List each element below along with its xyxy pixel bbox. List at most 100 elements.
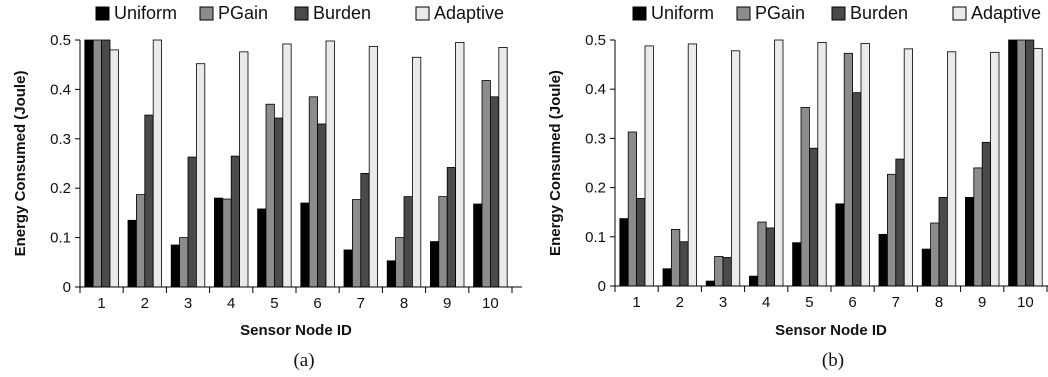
bar-burden-node-2 (679, 241, 689, 287)
bar-burden-node-7 (895, 158, 905, 287)
bar-uniform-node-5 (792, 242, 802, 287)
bar-uniform-node-8 (921, 248, 932, 287)
y-tick-label: 0.2 (50, 180, 71, 197)
x-tick-label: 5 (805, 294, 813, 311)
x-tick-label: 6 (848, 294, 856, 311)
bar-uniform-node-8 (386, 260, 397, 288)
bar-adaptive-node-1 (644, 45, 654, 287)
bar-burden-node-6 (852, 92, 862, 287)
x-tick-label: 10 (1017, 294, 1034, 311)
bar-uniform-node-6 (300, 202, 310, 288)
chart-panel-b: Uniform PGain Burden Adaptive 0 0.1 0.2 0.3 0.4 0… (547, 3, 1048, 371)
bar-adaptive-node-7 (903, 48, 914, 287)
bar-adaptive-node-5 (282, 43, 292, 288)
x-tick-label: 3 (719, 294, 727, 311)
bar-burden-node-3 (187, 156, 197, 288)
bar-adaptive-node-6 (860, 43, 870, 287)
legend-swatch-adaptive (952, 6, 967, 21)
bar-pgain-node-2 (135, 194, 146, 288)
y-axis-title: Energy Consumed (Joule) (12, 71, 29, 257)
bar-pgain-node-5 (265, 103, 275, 288)
bar-uniform-node-3 (170, 244, 180, 288)
bar-adaptive-node-8 (411, 56, 422, 288)
legend-label-burden: Burden (313, 3, 371, 23)
x-tick-label: 4 (762, 294, 770, 311)
bar-uniform-node-7 (878, 233, 888, 287)
bar-pgain-node-6 (843, 52, 854, 287)
legend-swatch-uniform (632, 6, 647, 21)
legend-label-adaptive: Adaptive (971, 3, 1041, 23)
bar-pgain-node-10 (1016, 39, 1026, 287)
bar-adaptive-node-7 (368, 46, 379, 288)
bar-pgain-node-7 (351, 199, 362, 288)
x-tick-label: 7 (892, 294, 900, 311)
x-axis-title: Sensor Node ID (775, 322, 887, 339)
y-tick-label: 0 (63, 279, 71, 296)
bar-adaptive-node-2 (152, 39, 162, 288)
x-tick-label: 1 (632, 294, 640, 311)
y-tick-label: 0.5 (50, 32, 71, 49)
bar-adaptive-node-8 (947, 51, 957, 287)
bar-adaptive-node-2 (687, 43, 698, 287)
y-tick-label: 0 (598, 278, 606, 295)
x-axis-title: Sensor Node ID (240, 322, 352, 339)
bar-adaptive-node-1 (109, 49, 119, 288)
bar-uniform-node-1 (619, 218, 629, 287)
bar-burden-node-10 (489, 96, 500, 288)
x-tick-label: 4 (227, 295, 235, 312)
x-tick-label: 1 (97, 295, 105, 312)
bar-pgain-node-8 (930, 222, 940, 287)
bar-adaptive-node-9 (455, 42, 465, 288)
x-tick-label: 8 (935, 294, 943, 311)
bar-burden-node-9 (446, 167, 457, 288)
y-axis-title: Energy Consumed (Joule) (547, 70, 564, 256)
y-tick-label: 0.4 (585, 81, 606, 98)
bar-pgain-node-3 (179, 237, 189, 288)
bar-adaptive-node-4 (774, 39, 784, 287)
x-tick-label: 10 (482, 295, 499, 312)
bar-adaptive-node-5 (817, 42, 827, 287)
bar-burden-node-4 (230, 155, 240, 288)
bar-burden-node-5 (809, 147, 819, 287)
bar-pgain-node-7 (887, 173, 897, 287)
bar-pgain-node-4 (757, 221, 767, 287)
x-tick-label: 3 (184, 295, 192, 312)
x-tick-label: 7 (357, 295, 365, 312)
x-tick-label: 9 (978, 294, 986, 311)
legend-swatch-pgain (736, 6, 751, 21)
bar-uniform-node-9 (965, 197, 975, 287)
legend-swatch-burden (831, 6, 846, 21)
x-tick-label: 6 (313, 295, 321, 312)
legend-label-uniform: Uniform (114, 3, 177, 23)
legend-swatch-uniform (95, 6, 110, 21)
bar-adaptive-node-3 (195, 63, 206, 288)
y-tick-label: 0.1 (585, 229, 606, 246)
legend-swatch-adaptive (415, 6, 430, 21)
bar-uniform-node-4 (749, 275, 759, 287)
bar-uniform-node-10 (473, 203, 483, 288)
bar-pgain-node-3 (714, 256, 724, 287)
bar-pgain-node-2 (671, 229, 681, 287)
bar-burden-node-5 (273, 117, 284, 288)
x-tick-label: 8 (400, 295, 408, 312)
bar-uniform-node-1 (84, 39, 94, 288)
bar-burden-node-1 (101, 39, 111, 288)
bar-burden-node-7 (360, 172, 370, 288)
bar-adaptive-node-6 (325, 40, 335, 288)
legend-label-pgain: PGain (218, 3, 268, 23)
bar-pgain-node-5 (800, 107, 810, 287)
panel-caption: (b) (822, 350, 844, 371)
legend-swatch-burden (294, 6, 309, 21)
legend-label-adaptive: Adaptive (434, 3, 504, 23)
bar-pgain-node-10 (481, 80, 491, 288)
bar-pgain-node-4 (222, 198, 232, 288)
panel-caption: (a) (293, 350, 314, 371)
bar-adaptive-node-3 (731, 50, 741, 287)
bar-uniform-node-2 (662, 268, 672, 287)
bar-pgain-node-1 (627, 131, 638, 287)
bar-burden-node-4 (765, 227, 776, 287)
bar-burden-node-10 (1025, 39, 1035, 287)
bar-burden-node-3 (722, 257, 732, 287)
bar-uniform-node-3 (705, 280, 716, 287)
